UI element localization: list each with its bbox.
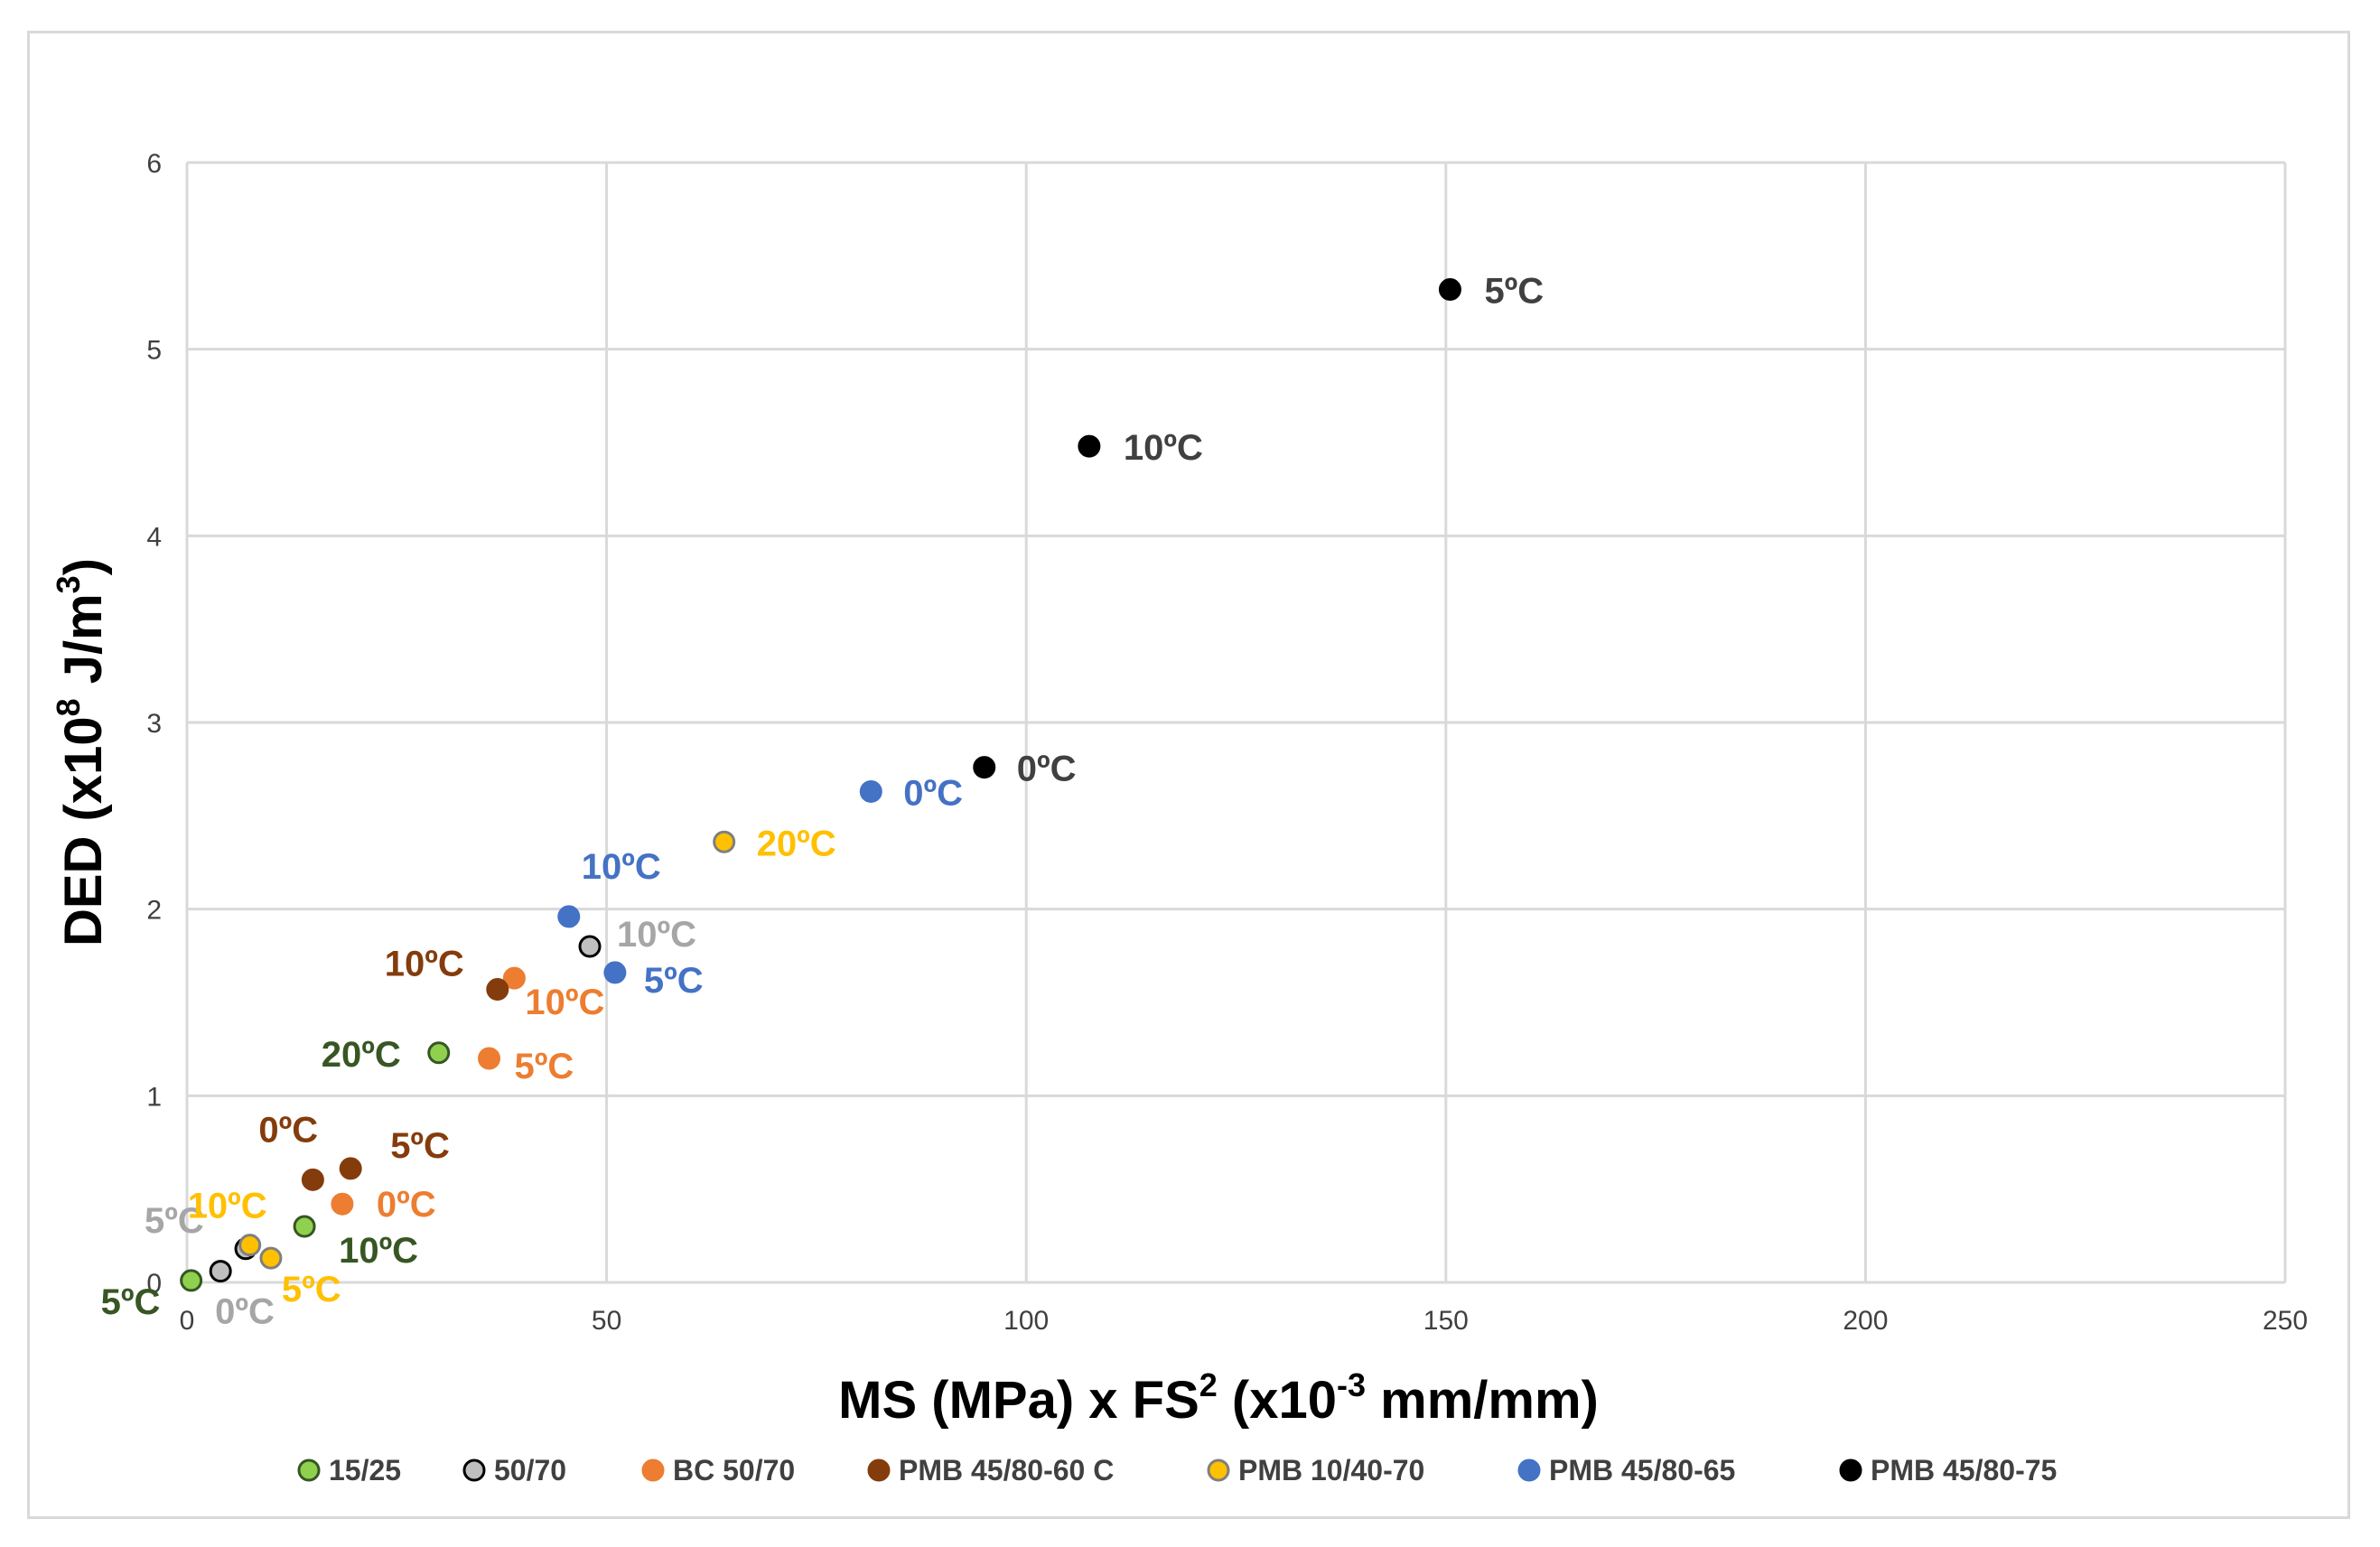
point-label: 5ºC bbox=[1484, 272, 1544, 312]
data-point bbox=[427, 1041, 451, 1065]
point-label: 0ºC bbox=[377, 1185, 436, 1225]
data-point bbox=[603, 961, 627, 984]
data-point bbox=[301, 1168, 324, 1191]
legend-label: BC 50/70 bbox=[673, 1454, 795, 1486]
x-tick-label: 250 bbox=[2263, 1306, 2308, 1336]
data-points bbox=[180, 278, 1461, 1292]
data-point bbox=[578, 935, 602, 958]
legend-label: PMB 45/80-65 bbox=[1549, 1454, 1735, 1486]
point-label: 0ºC bbox=[1017, 750, 1077, 789]
legend-item: PMB 10/40-70 bbox=[1207, 1454, 1424, 1486]
y-axis-title: DED (x108 J/m3) bbox=[50, 558, 113, 946]
point-label: 0ºC bbox=[215, 1292, 275, 1332]
legend-marker bbox=[867, 1458, 891, 1482]
data-point bbox=[238, 1234, 262, 1257]
point-label: 10ºC bbox=[1124, 428, 1203, 468]
legend-marker bbox=[1517, 1458, 1541, 1482]
data-point bbox=[209, 1260, 232, 1283]
data-point bbox=[331, 1192, 354, 1216]
x-tick-label: 100 bbox=[1003, 1306, 1049, 1336]
chart-frame bbox=[27, 31, 2350, 1519]
point-label: 20ºC bbox=[757, 824, 836, 863]
point-label: 10ºC bbox=[617, 915, 696, 955]
data-point bbox=[1078, 434, 1101, 458]
legend: 15/25 50/70 BC 50/70 PMB 45/80-60 C PMB 10/4… bbox=[297, 1454, 2057, 1486]
legend-item: 50/70 bbox=[462, 1454, 566, 1486]
y-tick-label: 1 bbox=[146, 1082, 162, 1112]
legend-item: PMB 45/80-60 C bbox=[867, 1454, 1114, 1486]
point-label: 5ºC bbox=[101, 1282, 161, 1322]
legend-label: PMB 45/80-60 C bbox=[899, 1454, 1114, 1486]
legend-marker bbox=[641, 1458, 665, 1482]
point-label: 5ºC bbox=[644, 961, 704, 1001]
point-label: 10ºC bbox=[582, 847, 661, 887]
point-label: 5ºC bbox=[282, 1270, 341, 1309]
data-point bbox=[1438, 278, 1461, 302]
data-point bbox=[478, 1047, 501, 1070]
point-label: 5ºC bbox=[145, 1201, 204, 1241]
gridlines bbox=[185, 161, 2287, 1284]
x-tick-label: 200 bbox=[1843, 1306, 1888, 1336]
data-point bbox=[502, 966, 526, 990]
point-label: 5ºC bbox=[515, 1047, 574, 1086]
data-point bbox=[713, 830, 736, 853]
point-label: 0ºC bbox=[258, 1110, 318, 1150]
data-point bbox=[293, 1215, 316, 1238]
point-label: 10ºC bbox=[188, 1187, 267, 1226]
point-label: 10ºC bbox=[339, 1231, 418, 1271]
legend-item: PMB 45/80-65 bbox=[1517, 1454, 1735, 1486]
point-label: 5ºC bbox=[390, 1126, 450, 1166]
legend-item: BC 50/70 bbox=[641, 1454, 795, 1486]
y-tick-label: 2 bbox=[146, 896, 162, 926]
legend-label: PMB 45/80-75 bbox=[1871, 1454, 2057, 1486]
legend-item: 15/25 bbox=[297, 1454, 401, 1486]
data-point bbox=[259, 1246, 283, 1270]
point-label: 0ºC bbox=[903, 773, 963, 813]
legend-marker bbox=[297, 1458, 321, 1482]
y-tick-label: 5 bbox=[146, 336, 162, 366]
legend-marker bbox=[1207, 1458, 1230, 1482]
legend-marker bbox=[1839, 1458, 1862, 1482]
x-tick-label: 0 bbox=[180, 1306, 195, 1336]
x-tick-label: 150 bbox=[1423, 1306, 1469, 1336]
point-label: 10ºC bbox=[385, 945, 464, 984]
y-tick-label: 6 bbox=[146, 149, 162, 179]
data-point bbox=[339, 1157, 362, 1180]
legend-marker bbox=[462, 1458, 486, 1482]
data-point bbox=[859, 779, 882, 803]
point-label: 20ºC bbox=[322, 1035, 401, 1075]
data-point bbox=[180, 1269, 203, 1292]
x-axis-title: MS (MPa) x FS2 (x10-3 mm/mm) bbox=[838, 1366, 1599, 1430]
y-tick-label: 3 bbox=[146, 709, 162, 739]
data-point bbox=[973, 756, 996, 779]
legend-item: PMB 45/80-75 bbox=[1839, 1454, 2057, 1486]
x-tick-label: 50 bbox=[592, 1306, 621, 1336]
y-tick-label: 0 bbox=[146, 1269, 162, 1299]
legend-label: 50/70 bbox=[494, 1454, 566, 1486]
tick-labels: 0 1 2 3 4 5 6 0 50 100 150 200 250 bbox=[146, 149, 2308, 1336]
data-point bbox=[557, 905, 581, 928]
data-point bbox=[486, 978, 509, 1002]
y-tick-label: 4 bbox=[146, 522, 162, 552]
legend-label: 15/25 bbox=[329, 1454, 401, 1486]
legend-label: PMB 10/40-70 bbox=[1238, 1454, 1424, 1486]
point-label: 10ºC bbox=[525, 983, 604, 1022]
